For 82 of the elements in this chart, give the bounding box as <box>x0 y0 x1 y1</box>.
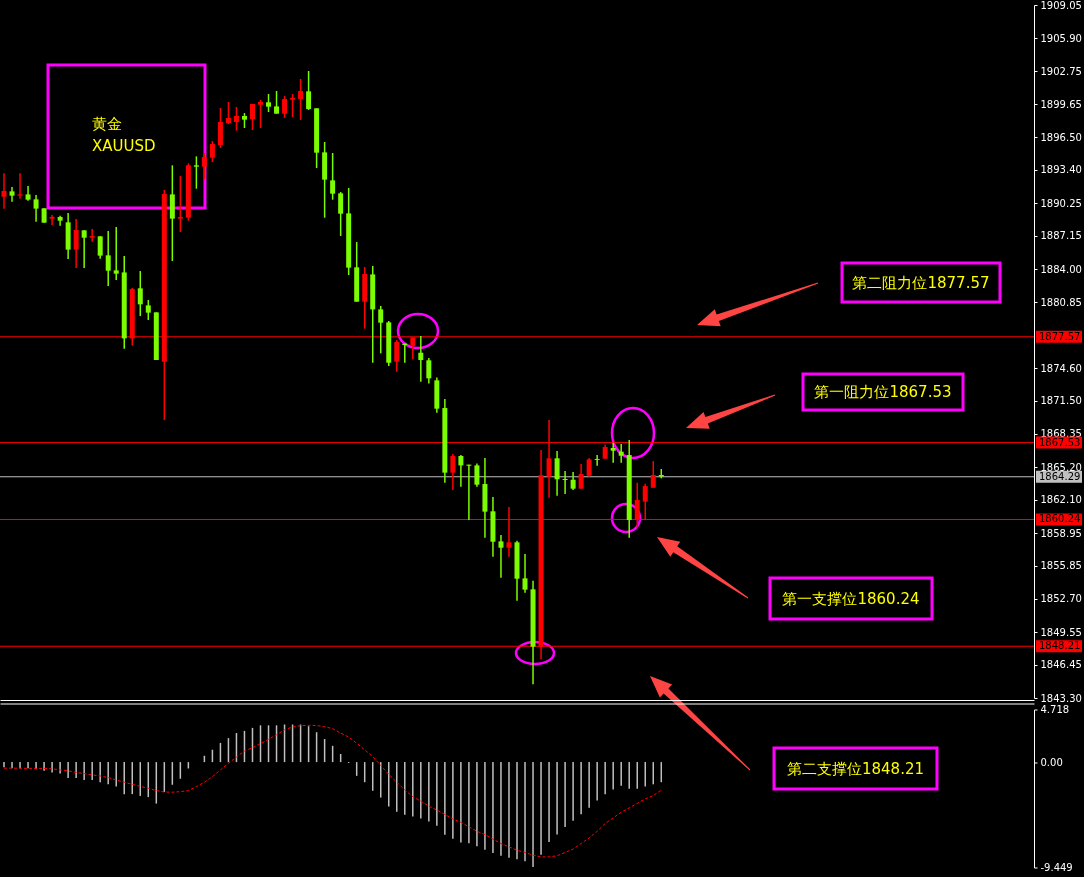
candlestick <box>97 235 103 260</box>
candlestick <box>562 470 568 495</box>
candlestick <box>73 218 79 269</box>
candlestick <box>1 172 7 210</box>
candlestick <box>113 226 119 281</box>
y-tick-label: 1884.00 <box>1040 263 1082 275</box>
y-tick-label: 0.00 <box>1040 756 1063 768</box>
y-tick-label: 1896.50 <box>1040 131 1082 143</box>
annotation: 第一阻力位1867.53 <box>814 383 952 401</box>
candlestick <box>137 270 143 317</box>
y-tick-label: 1893.40 <box>1040 164 1082 176</box>
candlestick <box>258 99 263 129</box>
candlestick <box>17 172 23 200</box>
candlestick <box>330 152 336 201</box>
candlestick <box>209 140 215 163</box>
y-tick-label: 1871.50 <box>1040 395 1082 407</box>
candlestick <box>570 471 576 491</box>
candlestick <box>282 95 288 119</box>
candlestick <box>298 78 304 121</box>
annotation: 第二支撑位1848.21 <box>786 759 925 778</box>
candlestick <box>201 152 207 180</box>
ref-line-label: 1864.29 <box>1039 470 1081 482</box>
y-tick-label: 1849.55 <box>1040 626 1082 638</box>
ref-line-label: 1867.53 <box>1039 436 1081 448</box>
ref-line-label: 1877.57 <box>1039 330 1081 342</box>
candlestick <box>274 90 280 115</box>
y-tick-label: 1862.10 <box>1040 494 1082 506</box>
candlestick <box>618 443 624 464</box>
candlestick <box>466 463 472 521</box>
annotation: 第二阻力位1877.57 <box>852 273 990 292</box>
candlestick <box>338 191 344 237</box>
candlestick <box>49 214 55 226</box>
candlestick <box>610 441 616 464</box>
y-tick-label: 1909.05 <box>1040 0 1082 11</box>
ref-line-label: 1860.24 <box>1039 513 1081 525</box>
candlestick <box>578 463 584 490</box>
candlestick <box>426 357 432 385</box>
y-tick-label: 1887.15 <box>1040 230 1082 242</box>
candlestick <box>33 194 39 223</box>
candlestick <box>105 230 111 287</box>
y-tick-label: 1874.60 <box>1040 362 1082 374</box>
candlestick <box>177 175 183 233</box>
candlestick <box>249 103 255 131</box>
y-tick-label: 1843.30 <box>1040 692 1082 704</box>
candlestick <box>145 299 151 321</box>
y-tick-label: 1905.90 <box>1040 32 1082 44</box>
y-tick-label: 1902.75 <box>1040 65 1082 77</box>
y-tick-label: -9.449 <box>1040 862 1073 873</box>
candlestick <box>225 101 231 125</box>
y-tick-label: 4.718 <box>1040 704 1070 715</box>
y-tick-label: 1852.70 <box>1040 593 1082 605</box>
candlestick <box>217 107 223 149</box>
candlestick <box>586 457 592 478</box>
candlestick <box>522 553 528 594</box>
candlestick <box>594 454 600 467</box>
candlestick <box>233 106 239 132</box>
candlestick <box>89 228 95 243</box>
candlestick <box>458 454 464 488</box>
line-series <box>3 724 662 858</box>
y-tick-label: 1880.85 <box>1040 296 1082 308</box>
ref-line-label: 1848.21 <box>1039 640 1081 652</box>
candlestick <box>450 453 456 491</box>
y-tick-label: 1899.65 <box>1040 98 1082 110</box>
candlestick <box>306 70 312 111</box>
candlestick <box>290 93 296 118</box>
y-tick-label: 1855.85 <box>1040 560 1082 572</box>
candlestick <box>9 186 15 203</box>
y-tick-label: 1865.20 <box>1040 461 1082 473</box>
annotation: 黄金 XAUUSD <box>92 115 156 155</box>
candlestick <box>394 339 400 373</box>
candlestick <box>554 450 560 497</box>
candlestick <box>474 462 480 488</box>
annotation: 第一支撑位1860.24 <box>782 589 920 608</box>
candlestick <box>81 229 87 269</box>
y-tick-label: 1858.95 <box>1040 527 1082 539</box>
candlestick <box>650 460 656 489</box>
candlestick <box>378 305 384 355</box>
y-tick-label: 1890.25 <box>1040 197 1082 209</box>
candlestick <box>193 155 199 190</box>
candlestick <box>498 534 504 579</box>
y-tick-label: 1846.45 <box>1040 659 1082 671</box>
candlestick <box>418 335 424 383</box>
